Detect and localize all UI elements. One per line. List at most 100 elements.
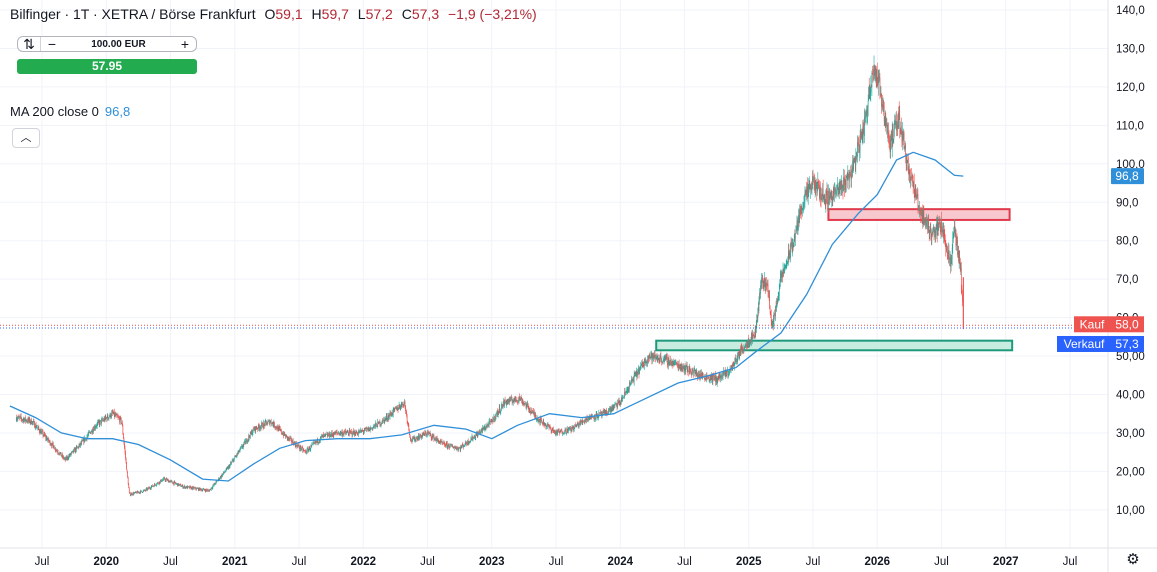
candle-body — [166, 479, 168, 481]
buy-price-button[interactable]: 57.95 — [17, 59, 197, 74]
x-tick-label: 2024 — [607, 556, 633, 568]
candle-body — [903, 132, 904, 140]
candle-body — [486, 425, 488, 428]
gear-icon[interactable]: ⚙ — [1126, 551, 1140, 568]
candle-body — [382, 419, 383, 424]
candle-body — [432, 435, 434, 437]
candle-body — [604, 410, 606, 415]
candle-body — [417, 438, 419, 440]
candle-body — [375, 423, 376, 427]
candle-body — [739, 350, 740, 358]
candle-body — [154, 484, 155, 487]
candle-body — [568, 427, 570, 430]
candle-body — [446, 443, 448, 448]
candle-body — [956, 236, 957, 246]
candle-body — [741, 348, 743, 352]
candle-body — [705, 377, 707, 380]
candle-body — [791, 243, 792, 246]
candle-body — [406, 415, 408, 422]
candle-body — [770, 314, 772, 321]
candle-body — [537, 418, 539, 420]
candle-body — [374, 424, 376, 427]
candle-body — [601, 411, 602, 416]
candle-body — [811, 187, 812, 191]
candle-body — [954, 225, 955, 230]
candle-body — [456, 447, 458, 450]
candle-body — [715, 376, 717, 382]
candle-body — [419, 436, 420, 440]
candle-body — [581, 421, 583, 423]
candle-body — [84, 438, 86, 441]
candle-body — [962, 294, 963, 303]
candle-body — [372, 427, 373, 430]
candle-body — [910, 176, 911, 181]
candle-body — [622, 397, 623, 402]
candle-body — [619, 403, 621, 405]
candle-body — [309, 447, 311, 450]
candle-body — [189, 486, 191, 489]
candle-body — [685, 366, 686, 372]
candle-body — [953, 229, 955, 237]
candle-body — [692, 369, 694, 372]
candle-body — [926, 220, 927, 227]
candle-body — [476, 434, 478, 437]
candle-body — [643, 365, 645, 367]
candle-body — [118, 417, 119, 418]
increase-quantity-button[interactable]: + — [180, 36, 190, 52]
candle-body — [108, 417, 110, 419]
candle-body — [722, 374, 724, 377]
candle-body — [184, 486, 186, 489]
candle-body — [776, 302, 777, 307]
candle-body — [670, 364, 672, 366]
candle-body — [469, 440, 471, 442]
candle-body — [524, 403, 525, 405]
kauf-label-tag — [1074, 316, 1111, 333]
candle-body — [922, 209, 924, 224]
candle-body — [549, 425, 550, 428]
candle-body — [263, 422, 265, 424]
candle-body — [955, 229, 957, 246]
indicator-value: 96,8 — [104, 104, 131, 119]
candle-body — [301, 447, 303, 450]
candle-body — [236, 456, 237, 457]
candle-body — [390, 414, 392, 416]
candle-body — [682, 367, 684, 370]
candle-body — [397, 407, 399, 410]
candle-body — [774, 315, 776, 316]
candle-body — [160, 479, 162, 481]
candle-body — [304, 450, 305, 451]
chevron-up-icon[interactable]: ︿ — [12, 128, 40, 148]
candle-body — [339, 433, 341, 435]
candle-body — [205, 489, 207, 492]
candle-body — [637, 371, 639, 373]
candle-body — [646, 361, 648, 363]
candle-body — [466, 443, 468, 445]
candle-body — [187, 486, 189, 487]
candle-body — [413, 437, 414, 440]
candle-body — [604, 410, 606, 413]
quantity-input[interactable]: 100.00 EUR — [91, 38, 146, 50]
swap-icon[interactable]: ⇅ — [23, 36, 35, 52]
candle-body — [263, 422, 265, 428]
candle-body — [457, 447, 459, 450]
candle-body — [287, 437, 289, 439]
candle-body — [520, 397, 522, 399]
candle-body — [861, 138, 863, 140]
decrease-quantity-button[interactable]: − — [47, 36, 57, 52]
candle-body — [88, 432, 90, 433]
candle-body — [916, 195, 918, 197]
candle-body — [912, 183, 914, 187]
candle-body — [274, 422, 275, 427]
candle-body — [120, 418, 122, 423]
candle-body — [161, 479, 162, 482]
candle-body — [81, 440, 83, 442]
candle-body — [41, 431, 43, 432]
candle-body — [129, 492, 131, 494]
candle-body — [159, 481, 161, 483]
candle-body — [357, 434, 359, 436]
candle-body — [514, 396, 516, 399]
candle-body — [220, 476, 222, 478]
indicator-name[interactable]: MA 200 close 0 — [10, 104, 99, 119]
candle-body — [147, 488, 148, 491]
